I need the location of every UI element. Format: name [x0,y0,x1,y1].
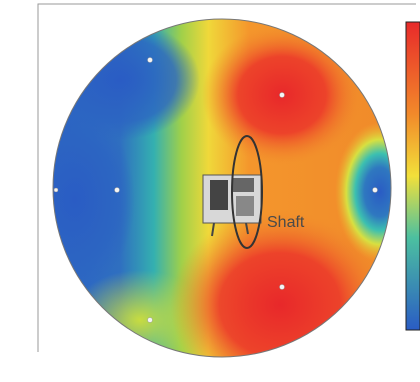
frame [37,3,416,352]
sensor-dots [53,57,378,323]
shaft-outline [231,135,263,249]
disc-outline [52,18,392,358]
color-bar [405,21,420,331]
shaft-label: Shaft [267,214,305,231]
